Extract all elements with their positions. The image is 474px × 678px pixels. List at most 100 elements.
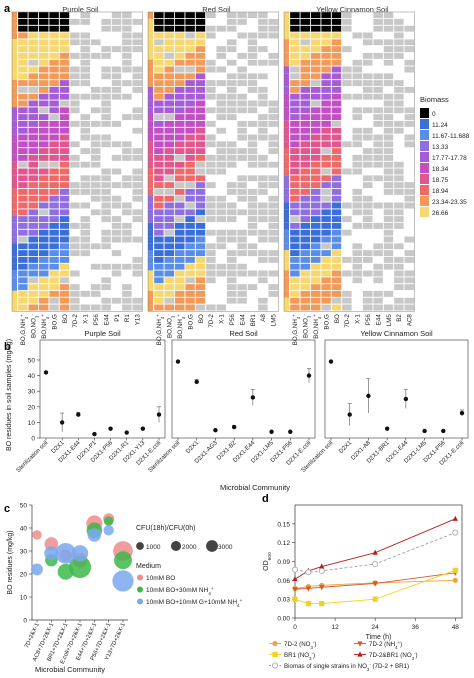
biomass-strip-cell xyxy=(148,222,153,230)
heatmap-cell xyxy=(121,297,132,304)
heatmap-cell xyxy=(216,154,227,162)
heatmap-cell xyxy=(101,18,112,26)
heatmap-column-label: X-1 xyxy=(355,314,362,324)
heatmap-cell xyxy=(289,147,300,155)
heatmap-cell xyxy=(90,243,101,250)
heatmap-cell xyxy=(331,229,342,236)
heatmap-cell xyxy=(28,256,39,264)
heatmap-cell xyxy=(121,147,132,155)
heatmap-cell xyxy=(310,79,321,87)
heatmap-cell xyxy=(216,297,227,304)
heatmap-cell xyxy=(69,25,80,32)
heatmap-cell xyxy=(101,263,112,270)
heatmap-cell xyxy=(164,11,175,19)
heatmap-cell xyxy=(59,120,70,128)
heatmap-cell xyxy=(80,100,91,107)
biomass-legend-label: 18.75 xyxy=(432,177,449,184)
heatmap-cell xyxy=(268,290,279,298)
heatmap-cell xyxy=(90,107,101,114)
heatmap-cell xyxy=(101,256,112,264)
heatmap-cell xyxy=(17,45,28,53)
biomass-strip-cell xyxy=(148,25,153,33)
heatmap-cell xyxy=(28,86,39,94)
heatmap-cell xyxy=(49,161,60,168)
heatmap-cell xyxy=(226,297,237,304)
heatmap-cell xyxy=(17,127,28,134)
heatmap-cell xyxy=(257,236,268,243)
heatmap-cell xyxy=(28,154,39,162)
biomass-strip-cell xyxy=(148,168,153,176)
color-legend-marker xyxy=(137,586,143,593)
heatmap-cell xyxy=(373,79,384,87)
heatmap-cell xyxy=(80,236,91,243)
heatmap-cell xyxy=(132,11,143,19)
heatmap-cell xyxy=(393,181,404,189)
heatmap-cell xyxy=(69,304,80,311)
heatmap-cell xyxy=(195,154,206,162)
heatmap-cell xyxy=(300,202,311,209)
heatmap-cell xyxy=(268,181,279,189)
heatmap-cell xyxy=(205,147,216,155)
heatmap-cell xyxy=(257,290,268,298)
heatmap-cell xyxy=(404,39,415,46)
heatmap-cell xyxy=(195,304,206,311)
heatmap-cell xyxy=(341,25,352,32)
heatmap-cell xyxy=(69,11,80,19)
heatmap-cell xyxy=(331,215,342,223)
heatmap-cell xyxy=(404,154,415,162)
heatmap-cell xyxy=(90,209,101,216)
heatmap-cell xyxy=(310,32,321,39)
series-point xyxy=(452,529,459,536)
heatmap-cell xyxy=(38,195,49,202)
heatmap-cell xyxy=(331,127,342,134)
heatmap-cell xyxy=(121,25,132,32)
heatmap-cell xyxy=(383,52,394,60)
heatmap-cell xyxy=(132,229,143,236)
heatmap-cell xyxy=(174,277,185,284)
data-point xyxy=(328,359,334,364)
heatmap-cell xyxy=(132,93,143,100)
heatmap-cell xyxy=(247,161,258,168)
heatmap-cell xyxy=(310,18,321,26)
heatmap-cell xyxy=(352,93,363,100)
panel-d-ytick-label: 0.06 xyxy=(277,578,290,585)
heatmap-cell xyxy=(132,86,143,94)
heatmap-cell xyxy=(153,134,164,141)
heatmap-cell xyxy=(321,263,332,270)
heatmap-cell xyxy=(393,100,404,107)
heatmap-cell xyxy=(174,202,185,209)
panel-b-xtick-label: D2X1 xyxy=(185,440,200,455)
heatmap-cell xyxy=(257,39,268,46)
heatmap-cell xyxy=(174,154,185,162)
heatmap-column-label: X-1 xyxy=(83,314,90,324)
heatmap-cell xyxy=(90,79,101,87)
heatmap-cell xyxy=(393,249,404,257)
heatmap-cell xyxy=(28,181,39,189)
heatmap-cell xyxy=(49,113,60,121)
heatmap-cell xyxy=(310,11,321,19)
heatmap-cell xyxy=(362,297,373,304)
heatmap-cell xyxy=(257,229,268,236)
heatmap-cell xyxy=(321,52,332,60)
biomass-strip-cell xyxy=(12,236,17,244)
heatmap-cell xyxy=(383,215,394,223)
heatmap-cell xyxy=(205,79,216,87)
heatmap-cell xyxy=(268,39,279,46)
biomass-strip-cell xyxy=(284,270,289,278)
heatmap-cell xyxy=(362,32,373,39)
heatmap-cell xyxy=(237,93,248,100)
heatmap-cell xyxy=(373,147,384,155)
biomass-strip-cell xyxy=(284,182,289,189)
data-point xyxy=(108,426,113,431)
biomass-strip-cell xyxy=(148,236,153,244)
heatmap-cell xyxy=(373,175,384,182)
heatmap-cell xyxy=(28,243,39,250)
heatmap-cell xyxy=(174,107,185,114)
heatmap-cell xyxy=(404,18,415,26)
heatmap-cell xyxy=(174,73,185,80)
heatmap-cell xyxy=(341,263,352,270)
heatmap-cell xyxy=(28,107,39,114)
heatmap-cell xyxy=(49,100,60,107)
heatmap-cell xyxy=(174,209,185,216)
heatmap-cell xyxy=(49,134,60,141)
